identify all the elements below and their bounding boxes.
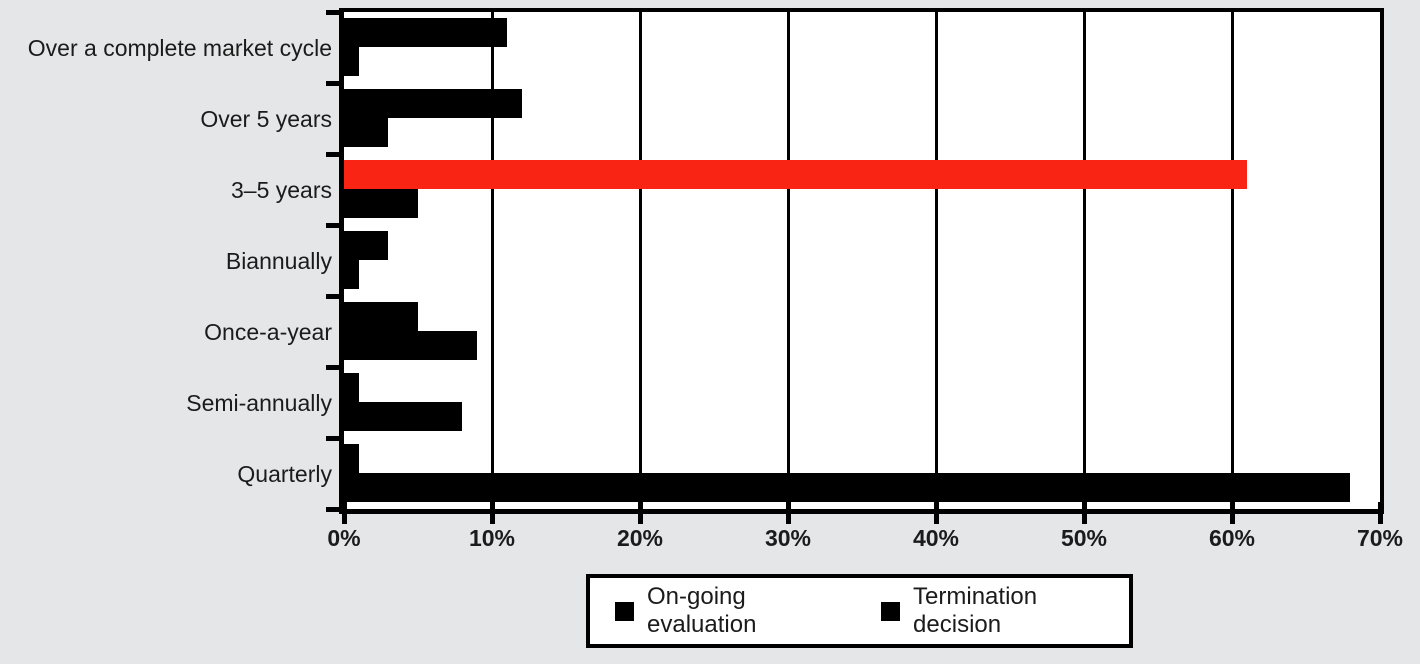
x-tick-label-0: 0% bbox=[327, 525, 361, 551]
y-tick-1 bbox=[326, 80, 347, 86]
gridline-50 bbox=[1082, 12, 1086, 509]
legend: On-going evaluation Termination decision bbox=[586, 574, 1133, 648]
y-tick-6 bbox=[326, 435, 347, 441]
gridline-30 bbox=[786, 12, 790, 509]
y-tick-5 bbox=[326, 364, 347, 370]
x-tick-30 bbox=[785, 502, 791, 524]
bar-termination-decision-7 bbox=[344, 473, 1351, 502]
category-label-6: Semi-annually bbox=[186, 389, 332, 416]
bar-on-going-evaluation-4 bbox=[344, 231, 389, 260]
gridline-20 bbox=[638, 12, 642, 509]
bar-termination-decision-2 bbox=[344, 118, 389, 147]
x-tick-60 bbox=[1229, 502, 1235, 524]
bar-on-going-evaluation-6 bbox=[344, 373, 359, 402]
category-label-1: Over a complete market cycle bbox=[27, 34, 332, 61]
y-tick-0 bbox=[326, 9, 347, 15]
gridline-60 bbox=[1230, 12, 1234, 509]
category-label-5: Once-a-year bbox=[204, 318, 332, 345]
legend-label-2: Termination decision bbox=[913, 583, 1038, 638]
x-tick-10 bbox=[489, 502, 495, 524]
x-tick-label-70: 70% bbox=[1356, 525, 1404, 551]
bar-on-going-evaluation-2 bbox=[344, 89, 522, 118]
x-tick-label-20: 20% bbox=[616, 525, 664, 551]
bar-termination-decision-6 bbox=[344, 402, 463, 431]
x-tick-40 bbox=[933, 502, 939, 524]
bar-termination-decision-4 bbox=[344, 260, 359, 289]
category-label-2: Over 5 years bbox=[200, 105, 332, 132]
legend-item-1: On-going evaluation bbox=[615, 583, 859, 639]
x-tick-0 bbox=[341, 502, 347, 524]
plot-area bbox=[339, 8, 1384, 514]
category-label-4: Biannually bbox=[225, 247, 332, 274]
legend-label-1: On-going evaluation bbox=[647, 583, 757, 638]
bar-on-going-evaluation-5 bbox=[344, 302, 418, 331]
gridline-10 bbox=[490, 12, 494, 509]
gridline-40 bbox=[934, 12, 938, 509]
x-tick-50 bbox=[1081, 502, 1087, 524]
y-tick-7 bbox=[326, 506, 347, 512]
x-tick-label-40: 40% bbox=[912, 525, 960, 551]
bar-termination-decision-1 bbox=[344, 47, 359, 76]
bar-on-going-evaluation-3 bbox=[344, 160, 1247, 189]
bar-termination-decision-3 bbox=[344, 189, 418, 218]
category-label-7: Quarterly bbox=[237, 460, 332, 487]
x-tick-20 bbox=[637, 502, 643, 524]
bar-on-going-evaluation-7 bbox=[344, 444, 359, 473]
legend-item-2: Termination decision bbox=[881, 583, 1129, 639]
legend-marker-icon-2 bbox=[881, 601, 901, 621]
y-tick-3 bbox=[326, 222, 347, 228]
x-tick-70 bbox=[1377, 502, 1383, 524]
bar-on-going-evaluation-1 bbox=[344, 18, 507, 47]
bar-termination-decision-5 bbox=[344, 331, 478, 360]
x-tick-label-30: 30% bbox=[764, 525, 812, 551]
x-tick-label-50: 50% bbox=[1060, 525, 1108, 551]
category-label-3: 3–5 years bbox=[230, 176, 332, 203]
legend-marker-icon-1 bbox=[615, 601, 634, 621]
x-tick-label-60: 60% bbox=[1208, 525, 1256, 551]
y-tick-4 bbox=[326, 293, 347, 299]
y-tick-2 bbox=[326, 151, 347, 157]
x-tick-label-10: 10% bbox=[468, 525, 516, 551]
